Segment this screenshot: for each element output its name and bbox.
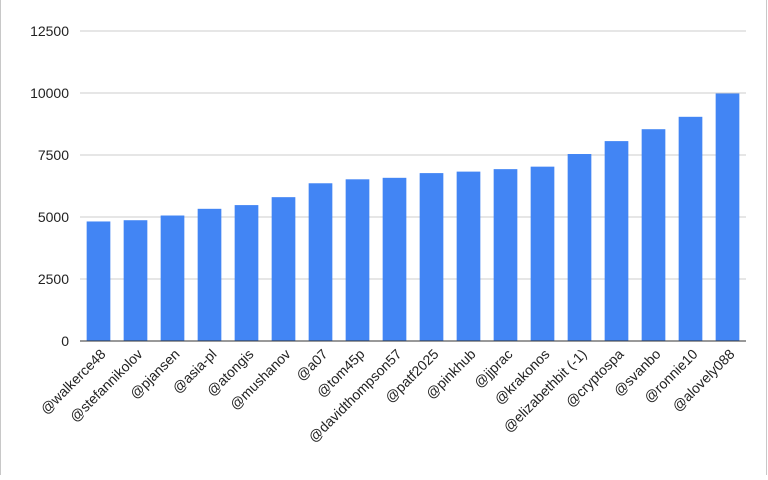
bar: [123, 220, 148, 341]
bars: [86, 93, 740, 341]
bar: [493, 169, 518, 341]
bar: [234, 205, 259, 341]
bar: [345, 179, 370, 341]
bar: [604, 141, 629, 341]
bar: [530, 166, 555, 341]
bar: [197, 208, 222, 341]
y-axis-tick-labels: 0 2500 5000 7500 10000 12500: [30, 23, 69, 349]
y-tick-label: 10000: [30, 85, 69, 101]
bar: [715, 93, 740, 341]
bar: [567, 154, 592, 341]
bar: [641, 129, 666, 341]
y-tick-label: 12500: [30, 23, 69, 39]
bar: [382, 177, 407, 341]
y-tick-label: 2500: [38, 271, 69, 287]
bar: [160, 215, 185, 341]
y-tick-label: 7500: [38, 147, 69, 163]
x-axis-tick-labels: @walkerce48@stefannikolov@pjansen@asia-p…: [37, 346, 738, 446]
left-border: [0, 0, 1, 475]
bar: [419, 173, 444, 341]
y-tick-label: 5000: [38, 209, 69, 225]
right-border: [766, 0, 767, 475]
y-tick-label: 0: [61, 333, 69, 349]
gridlines: [80, 30, 746, 280]
bar: [456, 171, 481, 341]
bar: [678, 116, 703, 341]
bar: [308, 183, 333, 341]
bar: [86, 221, 111, 341]
bar: [271, 197, 296, 341]
